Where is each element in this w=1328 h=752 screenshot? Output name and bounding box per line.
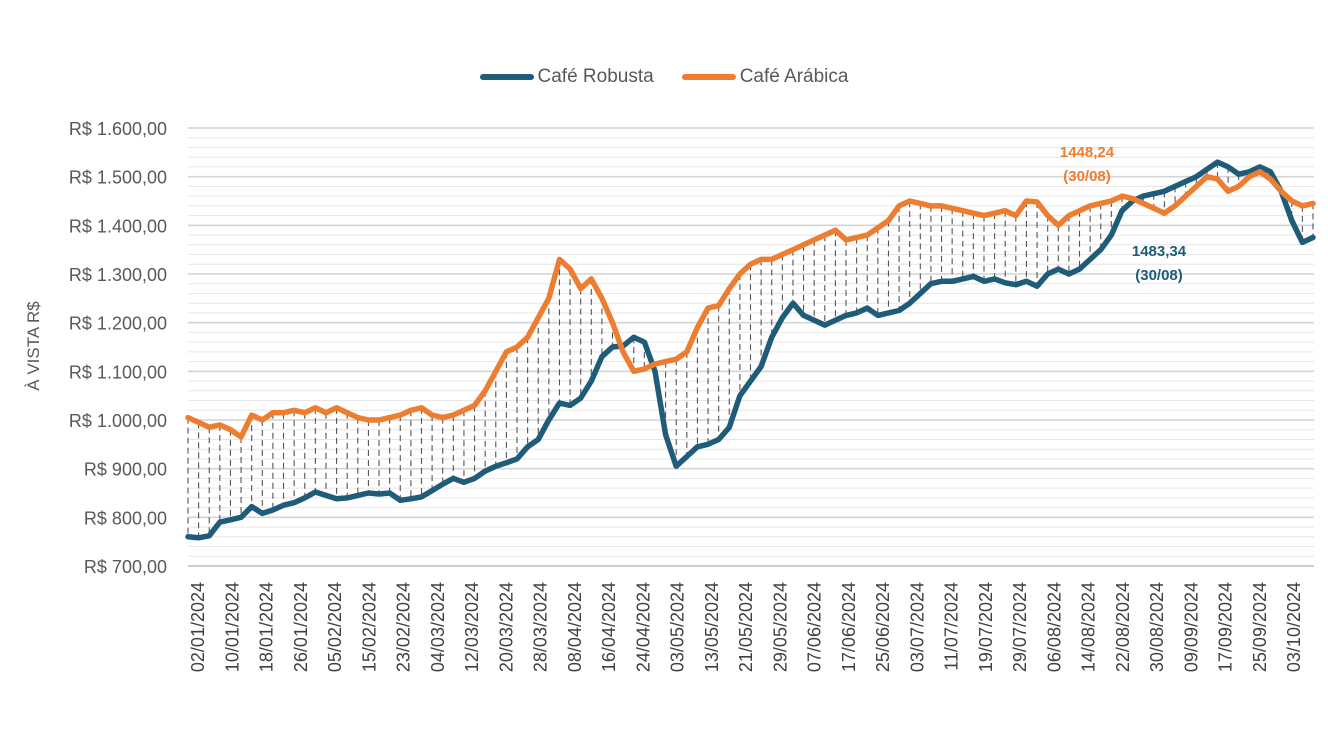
x-tick-label: 19/07/2024 bbox=[976, 582, 996, 672]
series-line-arabica bbox=[185, 169, 1316, 440]
x-tick-label: 28/03/2024 bbox=[531, 582, 551, 672]
x-tick-label: 25/06/2024 bbox=[873, 582, 893, 672]
x-tick-label: 18/01/2024 bbox=[257, 582, 277, 672]
y-tick-label: R$ 1.000,00 bbox=[69, 411, 167, 431]
y-tick-label: R$ 700,00 bbox=[84, 557, 167, 577]
x-tick-label: 10/01/2024 bbox=[222, 582, 242, 672]
high-low-lines bbox=[187, 162, 1314, 538]
annotation-date: (30/08) bbox=[1135, 267, 1183, 284]
y-tick-label: R$ 900,00 bbox=[84, 460, 167, 480]
x-tick-label: 14/08/2024 bbox=[1079, 582, 1099, 672]
legend-label-arabica: Café Arábica bbox=[739, 66, 849, 87]
x-tick-label: 22/08/2024 bbox=[1113, 582, 1133, 672]
x-tick-label: 05/02/2024 bbox=[325, 582, 345, 672]
y-tick-label: R$ 1.100,00 bbox=[69, 362, 167, 382]
y-axis: R$ 700,00 R$ 800,00 R$ 900,00 R$ 1.000,00 R$… bbox=[69, 119, 167, 577]
x-tick-label: 25/09/2024 bbox=[1250, 582, 1270, 672]
x-tick-label: 29/05/2024 bbox=[770, 582, 790, 672]
y-axis-title: À VISTA R$ bbox=[24, 301, 43, 391]
x-tick-label: 04/03/2024 bbox=[428, 582, 448, 672]
series-line-robusta bbox=[185, 159, 1316, 541]
x-tick-label: 15/02/2024 bbox=[359, 582, 379, 672]
x-tick-label: 24/04/2024 bbox=[633, 582, 653, 672]
x-tick-label: 08/04/2024 bbox=[565, 582, 585, 672]
x-tick-label: 09/09/2024 bbox=[1181, 582, 1201, 672]
x-tick-label: 23/02/2024 bbox=[394, 582, 414, 672]
x-tick-label: 30/08/2024 bbox=[1147, 582, 1167, 672]
x-tick-label: 29/07/2024 bbox=[1010, 582, 1030, 672]
x-tick-label: 16/04/2024 bbox=[599, 582, 619, 672]
y-tick-label: R$ 1.300,00 bbox=[69, 265, 167, 285]
legend-item-arabica: Café Arábica bbox=[681, 66, 849, 88]
legend-item-robusta: Café Robusta bbox=[479, 66, 654, 88]
x-tick-label: 03/10/2024 bbox=[1284, 582, 1304, 672]
x-tick-label: 03/07/2024 bbox=[907, 582, 927, 672]
y-tick-label: R$ 1.400,00 bbox=[69, 216, 167, 236]
annotation-arabica: 1448,24 (30/08) bbox=[1060, 144, 1115, 185]
y-tick-label: R$ 1.500,00 bbox=[69, 168, 167, 188]
annotation-date: (30/08) bbox=[1063, 168, 1111, 185]
x-tick-label: 20/03/2024 bbox=[496, 582, 516, 672]
x-tick-label: 11/07/2024 bbox=[942, 582, 962, 671]
legend-swatch-arabica bbox=[681, 74, 736, 80]
y-tick-label: R$ 1.600,00 bbox=[69, 119, 167, 139]
legend: Café Robusta Café Arábica bbox=[0, 66, 1328, 88]
annotation-robusta: 1483,34 (30/08) bbox=[1132, 243, 1187, 284]
x-tick-label: 21/05/2024 bbox=[736, 582, 756, 672]
x-tick-label: 06/08/2024 bbox=[1044, 582, 1064, 672]
x-tick-label: 26/01/2024 bbox=[291, 582, 311, 672]
x-tick-label: 03/05/2024 bbox=[668, 582, 688, 672]
annotation-value: 1483,34 bbox=[1132, 243, 1187, 260]
y-tick-label: R$ 1.200,00 bbox=[69, 314, 167, 334]
x-tick-label: 12/03/2024 bbox=[462, 582, 482, 672]
x-axis: 02/01/2024 10/01/2024 18/01/2024 26/01/2024… bbox=[188, 582, 1304, 672]
x-tick-label: 17/06/2024 bbox=[839, 582, 859, 672]
x-tick-label: 13/05/2024 bbox=[702, 582, 722, 672]
legend-label-robusta: Café Robusta bbox=[537, 66, 654, 87]
legend-swatch-robusta bbox=[479, 74, 534, 80]
annotation-value: 1448,24 bbox=[1060, 144, 1115, 161]
x-tick-label: 07/06/2024 bbox=[805, 582, 825, 672]
y-tick-label: R$ 800,00 bbox=[84, 508, 167, 528]
x-tick-label: 02/01/2024 bbox=[188, 582, 208, 672]
x-tick-label: 17/09/2024 bbox=[1216, 582, 1236, 672]
